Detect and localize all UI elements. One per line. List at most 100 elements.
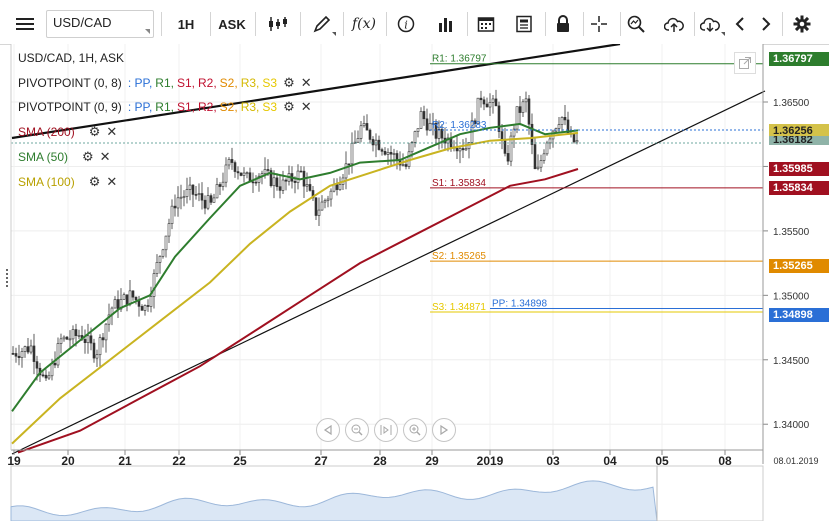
candle-body xyxy=(458,148,462,152)
legend-sma200[interactable]: SMA (200) ⚙ ✕ xyxy=(18,124,117,140)
x-tick-label: 05 xyxy=(655,454,669,468)
candle-body xyxy=(104,323,108,341)
lock-icon xyxy=(557,15,569,32)
sma200-label: SMA (200) xyxy=(18,125,75,139)
candle-body xyxy=(494,98,498,107)
candle-body xyxy=(95,354,99,359)
candle-body xyxy=(371,139,375,146)
close-icon[interactable]: ✕ xyxy=(300,75,312,90)
symbol-caret-icon xyxy=(145,29,150,34)
caret-icon xyxy=(721,32,725,36)
download-button[interactable] xyxy=(692,8,728,40)
candle-body xyxy=(506,153,510,162)
gear-icon[interactable]: ⚙ xyxy=(82,149,94,164)
toolbar: USD/CAD 1H ASK f(x) i xyxy=(0,0,829,45)
separator xyxy=(782,12,783,36)
prev-button[interactable] xyxy=(728,8,752,40)
gear-icon[interactable]: ⚙ xyxy=(88,124,101,139)
document-icon xyxy=(516,15,532,33)
legend-pivot2[interactable]: PIVOTPOINT (0, 9) : PP, R1, S1, R2, S2, … xyxy=(18,99,312,115)
pivot2-name: PIVOTPOINT (0, 9) xyxy=(18,100,122,114)
calendar-icon xyxy=(477,17,495,32)
candle-body xyxy=(338,184,342,190)
reset-zoom-button[interactable] xyxy=(374,418,398,442)
drag-handle[interactable] xyxy=(6,269,8,289)
draw-tool-button[interactable] xyxy=(304,8,340,40)
news-button[interactable] xyxy=(506,8,542,40)
info-button[interactable]: i xyxy=(388,8,424,40)
candle-body xyxy=(395,153,399,160)
trendline-upper[interactable] xyxy=(11,44,621,140)
close-icon[interactable]: ✕ xyxy=(106,124,118,139)
candle-body xyxy=(23,346,27,352)
indicators-button[interactable]: f(x) xyxy=(346,8,382,40)
popout-button[interactable] xyxy=(734,52,756,74)
separator xyxy=(161,12,162,36)
menu-button[interactable] xyxy=(8,8,42,40)
navigator-area xyxy=(10,480,658,521)
upload-button[interactable] xyxy=(656,8,692,40)
lock-button[interactable] xyxy=(545,8,581,40)
zoom-out-button[interactable] xyxy=(345,418,369,442)
legend-sma50[interactable]: SMA (50) ⚙ ✕ xyxy=(18,149,111,165)
close-icon[interactable]: ✕ xyxy=(106,174,118,189)
gear-icon[interactable]: ⚙ xyxy=(88,174,101,189)
legend-pivot1[interactable]: PIVOTPOINT (0, 8) : PP, R1, S1, R2, S2, … xyxy=(18,75,312,91)
price-chart[interactable]: R1: 1.36797 R2: 1.36283 S1: 1.35834 S2: 1.3… xyxy=(0,44,829,521)
candle-body xyxy=(488,102,492,108)
crosshair-icon xyxy=(591,16,607,32)
candle-body xyxy=(431,122,435,125)
settings-button[interactable] xyxy=(786,8,818,40)
close-icon[interactable]: ✕ xyxy=(99,149,111,164)
candle-body xyxy=(491,98,495,103)
candle-body xyxy=(500,131,504,140)
candle-body xyxy=(155,262,159,274)
calendar-button[interactable] xyxy=(468,8,504,40)
cloud-download-icon xyxy=(700,17,720,33)
x-tick-label: 22 xyxy=(172,454,186,468)
symbol-input[interactable]: USD/CAD xyxy=(46,10,154,38)
close-icon[interactable]: ✕ xyxy=(300,99,312,114)
candle-body xyxy=(125,294,129,305)
candle-body xyxy=(419,111,423,129)
price-tag-last2: 1.36182 xyxy=(769,136,829,145)
candle-body xyxy=(326,198,330,201)
candle-body xyxy=(119,298,123,310)
candle-body xyxy=(83,339,87,344)
candle-body xyxy=(305,184,309,187)
candle-body xyxy=(455,147,459,152)
candles xyxy=(11,89,579,382)
svg-text:i: i xyxy=(404,19,408,32)
candle-body xyxy=(527,98,531,125)
gear-icon[interactable]: ⚙ xyxy=(283,75,295,90)
candle-body xyxy=(416,128,420,132)
chart-type-button[interactable] xyxy=(260,8,296,40)
candle-body xyxy=(176,197,180,209)
pivot-s1-label: S1: 1.35834 xyxy=(432,178,486,189)
candle-body xyxy=(392,153,396,155)
chart-area[interactable]: R1: 1.36797 R2: 1.36283 S1: 1.35834 S2: 1.3… xyxy=(0,44,829,521)
candle-body xyxy=(560,117,564,125)
zoom-button[interactable] xyxy=(618,8,654,40)
volume-button[interactable] xyxy=(428,8,464,40)
legend-sma100[interactable]: SMA (100) ⚙ ✕ xyxy=(18,174,117,190)
zoom-in-button[interactable] xyxy=(403,418,427,442)
candle-body xyxy=(548,138,552,144)
price-type-button[interactable]: ASK xyxy=(212,8,252,40)
candle-body xyxy=(167,223,171,237)
timeframe-button[interactable]: 1H xyxy=(166,8,206,40)
candle-body xyxy=(77,335,81,337)
trendline-lower[interactable] xyxy=(11,90,766,455)
plot-background xyxy=(11,44,763,450)
crosshair-button[interactable] xyxy=(581,8,617,40)
candle-body xyxy=(410,141,414,153)
next-button[interactable] xyxy=(754,8,778,40)
gear-icon[interactable]: ⚙ xyxy=(283,99,295,114)
candle-body xyxy=(461,148,465,151)
x-tick-label: 19 xyxy=(7,454,21,468)
scroll-right-button[interactable] xyxy=(432,418,456,442)
candle-body xyxy=(566,119,570,134)
candle-body xyxy=(113,299,117,309)
candle-body xyxy=(323,200,327,203)
scroll-left-button[interactable] xyxy=(316,418,340,442)
